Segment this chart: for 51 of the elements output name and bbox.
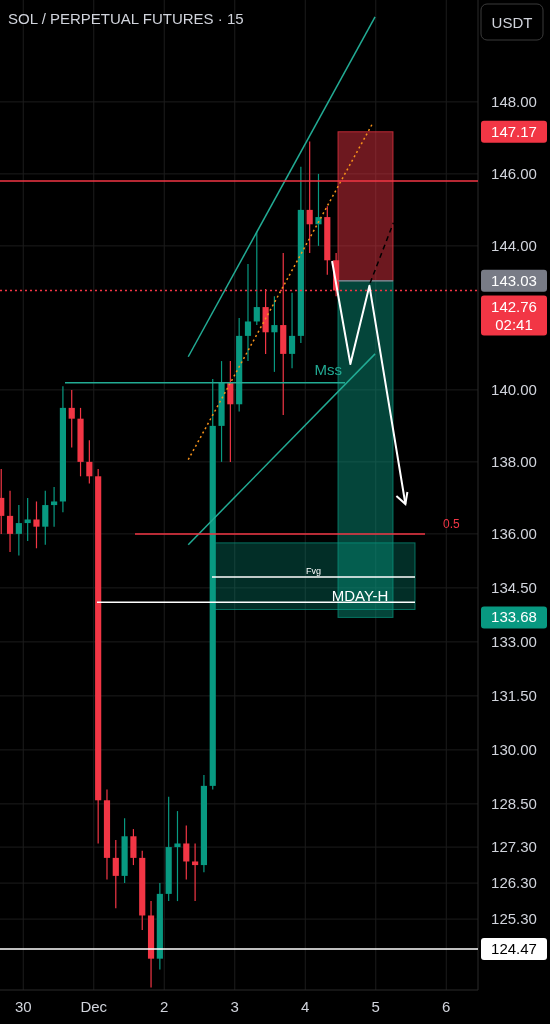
x-tick-label: 6 [442,998,451,1015]
y-tick-label: 130.00 [491,740,537,758]
text: USDT [491,14,533,31]
candlestick [130,828,137,866]
y-tick-label: 133.00 [491,632,537,650]
candlestick [271,295,278,373]
candlestick [227,360,234,463]
ref-line-label: MDAY-H [331,587,389,605]
candlestick [51,486,58,528]
text: 143.03 [491,271,537,289]
y-tick-label: 127.30 [491,838,537,856]
candlestick [244,263,252,362]
candlestick [183,824,190,881]
y-tick-label: 134.50 [491,578,537,596]
candlestick [6,490,14,553]
y-tick-label: 138.00 [491,452,537,470]
candlestick [174,810,181,902]
text: SOL / PERPETUAL FUTURES · 15 [8,10,244,27]
candlestick [33,500,40,549]
ref-line-label: 142.76 [491,297,537,315]
y-tick-label: 146.00 [491,164,537,182]
y-tick-label: 136.00 [491,524,537,542]
annotation: 0.5 [443,516,461,531]
candlestick [24,497,31,542]
candlestick [42,490,49,546]
y-tick-label: 140.00 [491,380,537,398]
candlestick [0,468,5,535]
text: 133.68 [491,608,537,626]
candlestick [192,842,199,902]
x-tick-label: 4 [301,998,310,1015]
y-tick-label: 144.00 [491,236,537,254]
x-tick-label: Dec [80,998,108,1015]
y-tick-label: 148.00 [491,92,537,110]
x-tick-label: 5 [371,998,380,1015]
text: 147.17 [491,122,537,140]
y-tick-label: 126.30 [491,874,537,892]
x-tick-label: 3 [230,998,239,1015]
candlestick [288,292,296,369]
y-tick-label: 128.50 [491,794,537,812]
x-tick-label: 30 [14,998,32,1015]
ref-line-label: Fvg [305,566,322,577]
candlestick [15,504,22,557]
y-tick-label: 131.50 [491,686,537,704]
candlestick [68,389,75,449]
candlestick [86,439,93,485]
ref-line-label: 124.47 [491,939,537,957]
candlestick [112,839,119,909]
y-tick-label: 125.30 [491,910,537,928]
x-tick-label: 2 [160,998,169,1015]
text: 02:41 [495,315,533,333]
candlestick [315,173,322,247]
